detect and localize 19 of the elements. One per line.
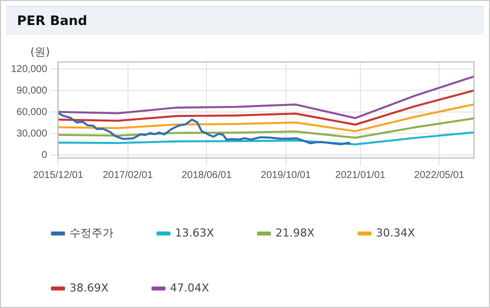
y-tick-label: 60,000 xyxy=(16,106,48,118)
chart-title: PER Band xyxy=(17,14,88,29)
x-tick-label: 2018/06/01 xyxy=(182,170,232,181)
y-axis-title: (원) xyxy=(30,45,50,58)
y-tick-label: 90,000 xyxy=(16,85,48,96)
y-tick-label: 0 xyxy=(42,150,48,161)
x-tick-label: 2021/01/01 xyxy=(335,170,386,181)
legend-label: 13.63X xyxy=(175,226,214,240)
legend-label: 47.04X xyxy=(170,281,210,294)
x-tick-label: 2015/12/01 xyxy=(33,170,84,181)
y-tick-label: 120,000 xyxy=(10,64,48,75)
x-tick-label: 2022/05/01 xyxy=(414,170,465,181)
x-tick-label: 2017/02/01 xyxy=(102,170,154,181)
legend-label: 수정주가 xyxy=(70,226,114,240)
y-tick-label: 30,000 xyxy=(16,128,48,140)
legend-label: 38.69X xyxy=(70,281,109,294)
legend-label: 21.98X xyxy=(276,226,316,240)
legend-label: 30.34X xyxy=(376,226,416,240)
x-tick-label: 2019/10/01 xyxy=(260,170,312,181)
